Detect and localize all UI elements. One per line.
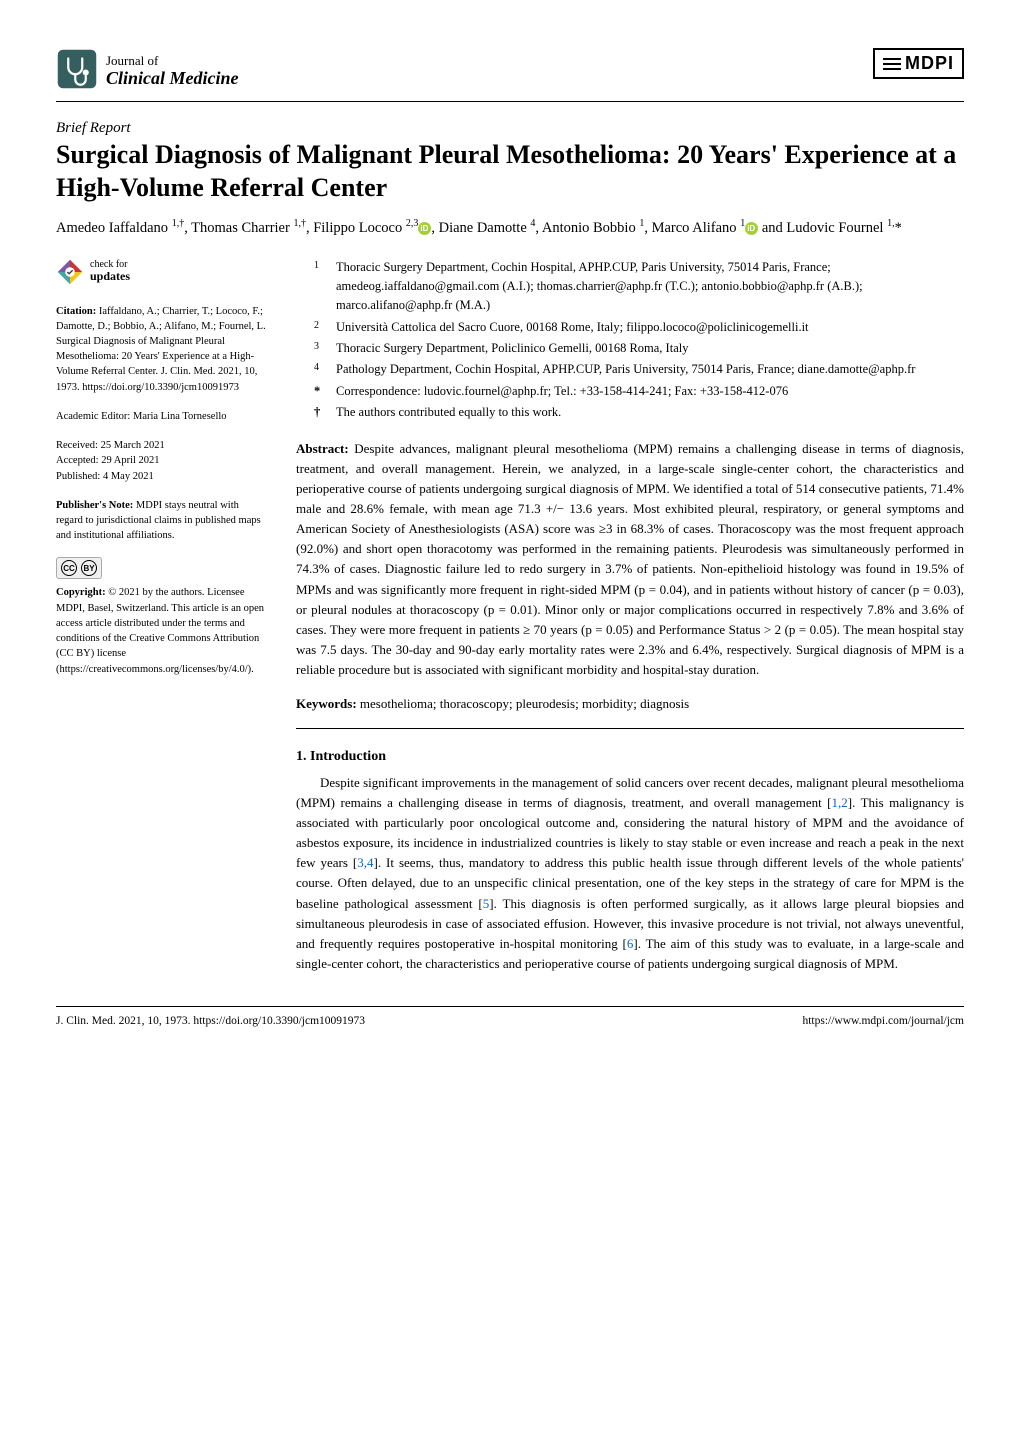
journal-of-label: Journal of: [106, 54, 239, 68]
by-icon: BY: [81, 560, 97, 576]
equal-contrib-row: † The authors contributed equally to this…: [314, 403, 964, 422]
check-for-updates[interactable]: check for updates: [56, 258, 268, 286]
abstract: Abstract: Despite advances, malignant pl…: [296, 439, 964, 681]
copyright-block: Copyright: © 2021 by the authors. Licens…: [56, 585, 268, 676]
received-date: 25 March 2021: [101, 440, 165, 451]
journal-title-block: Journal of Clinical Medicine: [106, 54, 239, 88]
cc-icon: CC: [61, 560, 77, 576]
affil-num: 3: [314, 339, 326, 358]
corr-text: Correspondence: ludovic.fournel@aphp.fr;…: [336, 382, 788, 401]
article-title: Surgical Diagnosis of Malignant Pleural …: [56, 139, 964, 204]
editor-name: Maria Lina Tornesello: [133, 411, 227, 422]
affil-num: 2: [314, 318, 326, 337]
editor-label: Academic Editor:: [56, 411, 130, 422]
page-footer: J. Clin. Med. 2021, 10, 1973. https://do…: [56, 1006, 964, 1027]
section-heading: 1. Introduction: [296, 749, 964, 765]
journal-name: Clinical Medicine: [106, 69, 239, 89]
citation-label: Citation:: [56, 306, 96, 317]
main-content: 1Thoracic Surgery Department, Cochin Hos…: [296, 258, 964, 975]
footer-right: https://www.mdpi.com/journal/jcm: [802, 1015, 964, 1027]
orcid-icon: [745, 222, 758, 235]
publisher-name: MDPI: [905, 53, 954, 74]
affiliation-row: 4 Pathology Department, Cochin Hospital, …: [314, 360, 964, 379]
author-text: Amedeo Iaffaldano 1,†, Thomas Charrier 1…: [56, 220, 902, 236]
dates-block: Received: 25 March 2021 Accepted: 29 Apr…: [56, 438, 268, 484]
copyright-label: Copyright:: [56, 587, 106, 598]
received-label: Received:: [56, 440, 98, 451]
equal-symbol: †: [314, 403, 326, 422]
publisher-note-block: Publisher's Note: MDPI stays neutral wit…: [56, 498, 268, 544]
page-header: Journal of Clinical Medicine MDPI: [56, 48, 964, 102]
affil-text: Thoracic Surgery Department, Cochin Hosp…: [336, 258, 964, 316]
check-updates-icon: [56, 258, 84, 286]
affil-num: 1: [314, 258, 326, 316]
cc-license-badge: CC BY: [56, 557, 268, 579]
corr-symbol: *: [314, 382, 326, 401]
sidebar: check for updates Citation: Iaffaldano, …: [56, 258, 268, 975]
affil-text: Thoracic Surgery Department, Policlinico…: [336, 339, 688, 358]
publisher-logo: MDPI: [873, 48, 964, 79]
keywords: Keywords: mesothelioma; thoracoscopy; pl…: [296, 694, 964, 729]
keywords-text: mesothelioma; thoracoscopy; pleurodesis;…: [360, 696, 689, 711]
copyright-text: © 2021 by the authors. Licensee MDPI, Ba…: [56, 587, 264, 674]
intro-paragraph: Despite significant improvements in the …: [296, 773, 964, 974]
affil-text: Università Cattolica del Sacro Cuore, 00…: [336, 318, 809, 337]
stethoscope-icon: [56, 48, 98, 95]
ref-link[interactable]: 1,2: [832, 795, 848, 810]
pubnote-label: Publisher's Note:: [56, 500, 133, 511]
affiliations: 1Thoracic Surgery Department, Cochin Hos…: [296, 258, 964, 423]
affiliation-row: 1Thoracic Surgery Department, Cochin Hos…: [314, 258, 964, 316]
authors-line: Amedeo Iaffaldano 1,†, Thomas Charrier 1…: [56, 216, 964, 240]
updates-label: updates: [90, 270, 130, 283]
accepted-label: Accepted:: [56, 455, 99, 466]
article-type: Brief Report: [56, 120, 964, 137]
footer-left: J. Clin. Med. 2021, 10, 1973. https://do…: [56, 1015, 365, 1027]
abstract-text: Despite advances, malignant pleural meso…: [296, 441, 964, 678]
citation-text: Iaffaldano, A.; Charrier, T.; Lococo, F.…: [56, 306, 266, 393]
citation-block: Citation: Iaffaldano, A.; Charrier, T.; …: [56, 304, 268, 395]
abstract-label: Abstract:: [296, 441, 349, 456]
editor-block: Academic Editor: Maria Lina Tornesello: [56, 409, 268, 424]
accepted-date: 29 April 2021: [101, 455, 159, 466]
correspondence-row: * Correspondence: ludovic.fournel@aphp.fr…: [314, 382, 964, 401]
orcid-icon: [418, 222, 431, 235]
keywords-label: Keywords:: [296, 696, 357, 711]
affil-text: Pathology Department, Cochin Hospital, A…: [336, 360, 915, 379]
equal-text: The authors contributed equally to this …: [336, 403, 561, 422]
ref-link[interactable]: 3,4: [357, 855, 373, 870]
mdpi-bars-icon: [883, 63, 901, 65]
published-label: Published:: [56, 471, 100, 482]
published-date: 4 May 2021: [103, 471, 154, 482]
affiliation-row: 3 Thoracic Surgery Department, Policlinic…: [314, 339, 964, 358]
affiliation-row: 2 Università Cattolica del Sacro Cuore, 0…: [314, 318, 964, 337]
affil-num: 4: [314, 360, 326, 379]
journal-logo: Journal of Clinical Medicine: [56, 48, 239, 95]
